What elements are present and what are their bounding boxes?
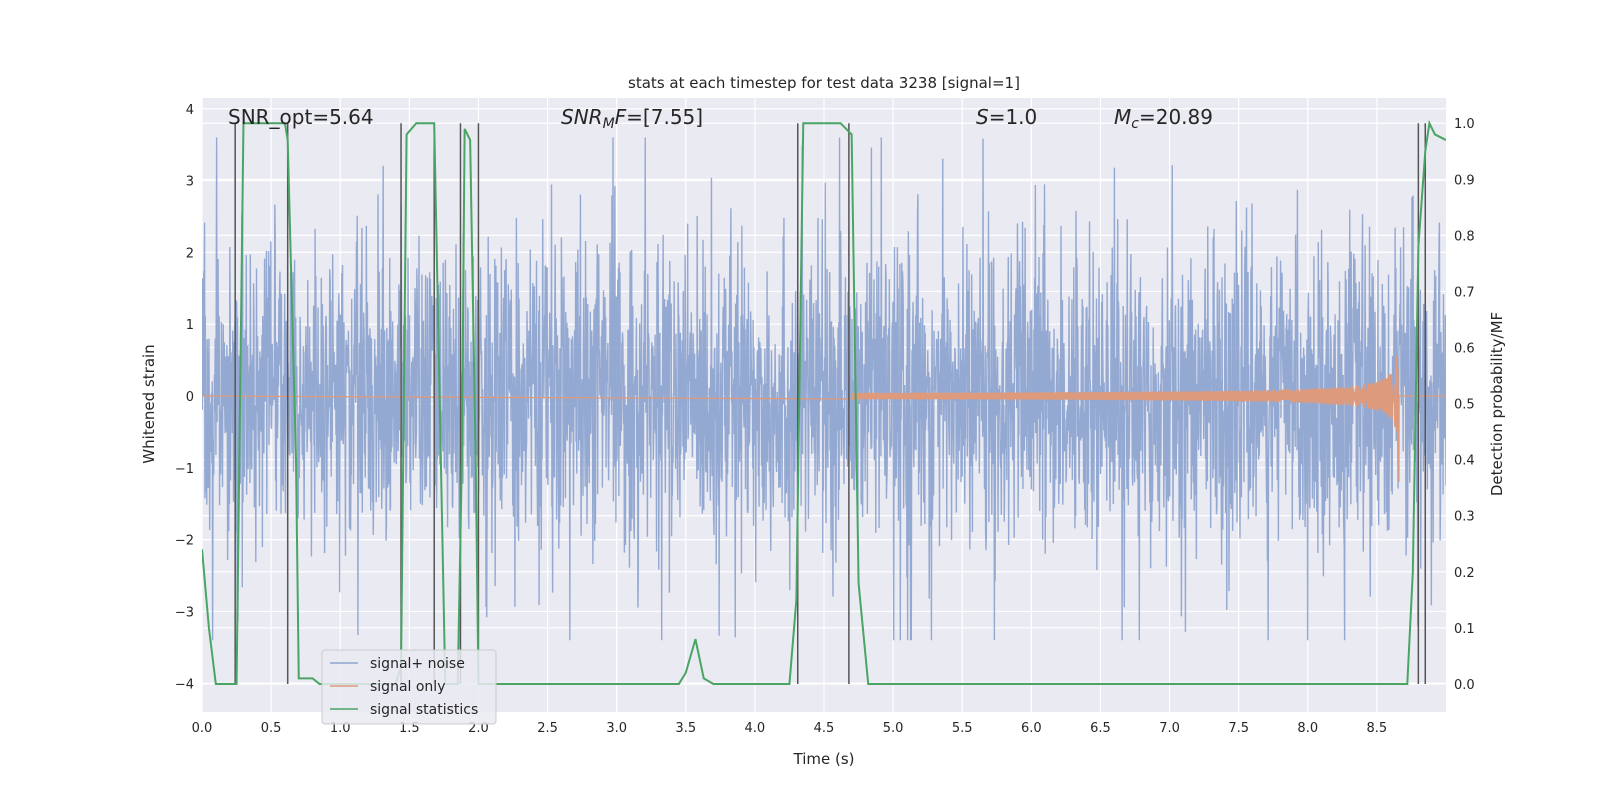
y2-tick-label: 0.7	[1454, 285, 1475, 300]
signal-statistics-line	[202, 119, 1446, 685]
y2-tick-label: 1.0	[1454, 117, 1475, 132]
annotation-mc-name: M	[1114, 105, 1131, 129]
x-tick-label: 3.5	[675, 721, 696, 736]
x-tick-label: 7.5	[1228, 721, 1249, 736]
x-tick-label: 5.5	[952, 721, 973, 736]
annotation-mc-value: =20.89	[1139, 105, 1213, 129]
x-tick-label: 2.5	[537, 721, 558, 736]
x-tick-label: 2.0	[468, 721, 489, 736]
annotation-s-name: S	[976, 105, 989, 129]
annotation-snr-mf-value: =[7.55]	[626, 105, 703, 129]
signal-only-line	[202, 355, 1446, 482]
y2-tick-label: 0.4	[1454, 454, 1475, 469]
legend-label-signal-noise: signal+ noise	[370, 656, 465, 672]
y-tick-label: 4	[186, 103, 194, 118]
y-tick-label: −1	[175, 462, 194, 477]
y2-tick-label: 0.5	[1454, 398, 1475, 413]
x-tick-label: 3.0	[606, 721, 627, 736]
x-tick-label: 1.0	[330, 721, 351, 736]
y2-axis-ticks: 0.0 0.1 0.2 0.3 0.4 0.5 0.6 0.7 0.8 0.9 1.0	[1454, 117, 1475, 693]
x-tick-label: 8.0	[1297, 721, 1318, 736]
x-tick-label: 0.0	[192, 721, 213, 736]
y2-tick-label: 0.3	[1454, 510, 1475, 525]
signal-noise-series	[202, 137, 1446, 641]
legend: signal+ noise signal only signal statist…	[321, 649, 497, 725]
y-tick-label: 1	[186, 318, 194, 333]
y2-tick-label: 0.8	[1454, 229, 1475, 244]
legend-label-signal-only: signal only	[370, 679, 445, 695]
x-tick-label: 6.5	[1090, 721, 1111, 736]
y-tick-label: −2	[175, 534, 194, 549]
chart-title: stats at each timestep for test data 323…	[628, 74, 1020, 92]
y-tick-label: 3	[186, 175, 194, 190]
x-tick-label: 8.5	[1367, 721, 1388, 736]
annotation-snr-mf-f: F	[615, 105, 627, 129]
annotation-mc: Mc=20.89	[1114, 105, 1213, 132]
y2-tick-label: 0.6	[1454, 342, 1475, 357]
y-axis-label: Whitened strain	[140, 344, 158, 463]
y-tick-label: −3	[175, 605, 194, 620]
signal-statistics-series	[202, 119, 1446, 685]
annotation-s: S=1.0	[976, 105, 1037, 129]
signal-only-series	[202, 355, 1446, 482]
legend-label-signal-statistics: signal statistics	[370, 702, 478, 718]
x-tick-label: 0.5	[261, 721, 282, 736]
annotation-snr-mf: SNRMF=[7.55]	[561, 105, 703, 132]
x-tick-label: 7.0	[1159, 721, 1180, 736]
y-tick-label: −4	[175, 677, 194, 692]
y-tick-label: 2	[186, 246, 194, 261]
x-tick-label: 4.0	[745, 721, 766, 736]
y2-tick-label: 0.1	[1454, 622, 1475, 637]
annotation-mc-sub: c	[1131, 116, 1139, 132]
y-tick-label: 0	[186, 390, 194, 405]
y-axis-ticks: −4 −3 −2 −1 0 1 2 3 4	[175, 103, 194, 693]
y2-tick-label: 0.9	[1454, 173, 1475, 188]
y2-tick-label: 0.2	[1454, 566, 1475, 581]
annotation-snr-opt: SNR_opt=5.64	[228, 105, 374, 129]
x-tick-label: 4.5	[814, 721, 835, 736]
x-axis-ticks: 0.0 0.5 1.0 1.5 2.0 2.5 3.0 3.5 4.0 4.5 5.0 5.5 6.0 6…	[192, 721, 1388, 736]
x-axis-label: Time (s)	[793, 750, 855, 768]
x-tick-label: 5.0	[883, 721, 904, 736]
signal-noise-line	[202, 137, 1446, 641]
x-tick-label: 1.5	[399, 721, 420, 736]
legend-box	[321, 649, 497, 725]
y2-tick-label: 0.0	[1454, 678, 1475, 693]
x-tick-label: 6.0	[1021, 721, 1042, 736]
annotation-snr-mf-sub: M	[603, 116, 615, 132]
y2-axis-label: Detection probability/MF	[1488, 312, 1506, 496]
annotation-s-value: =1.0	[989, 105, 1038, 129]
annotation-snr-mf-name: SNR	[561, 105, 603, 129]
